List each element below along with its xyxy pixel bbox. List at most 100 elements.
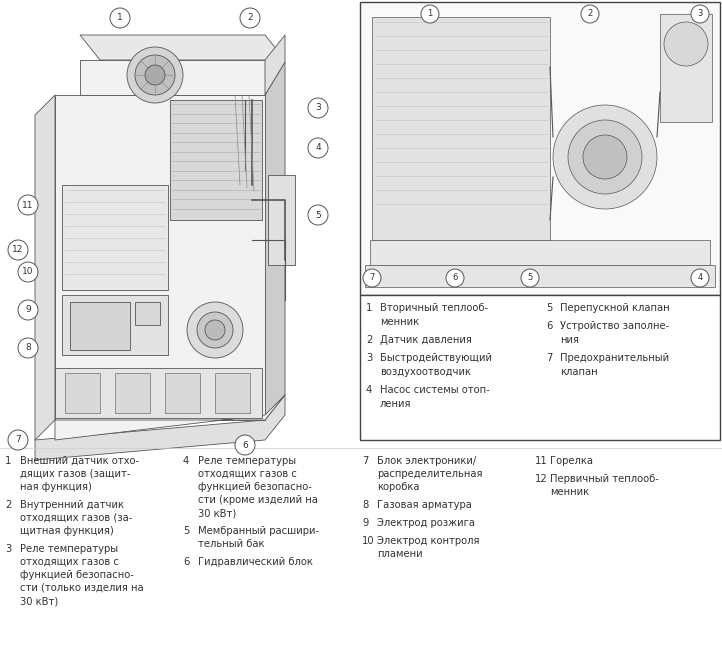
Circle shape xyxy=(583,135,627,179)
Text: 7: 7 xyxy=(15,436,21,444)
Text: 5: 5 xyxy=(315,211,321,219)
Circle shape xyxy=(127,47,183,103)
Text: Газовая арматура: Газовая арматура xyxy=(377,500,472,510)
Text: отходящих газов с: отходящих газов с xyxy=(198,469,297,479)
Text: менник: менник xyxy=(550,487,589,497)
Circle shape xyxy=(568,120,642,194)
Text: 9: 9 xyxy=(25,305,31,315)
Text: клапан: клапан xyxy=(560,367,598,377)
Circle shape xyxy=(553,105,657,209)
Polygon shape xyxy=(365,265,715,287)
Circle shape xyxy=(240,8,260,28)
Polygon shape xyxy=(70,302,130,350)
Text: 5: 5 xyxy=(546,303,552,313)
Text: ная функция): ная функция) xyxy=(20,482,92,492)
Circle shape xyxy=(145,65,165,85)
Circle shape xyxy=(363,269,381,287)
Circle shape xyxy=(8,430,28,450)
Text: 5: 5 xyxy=(527,273,533,283)
Circle shape xyxy=(18,338,38,358)
Text: 12: 12 xyxy=(12,245,24,255)
Text: 2: 2 xyxy=(588,9,593,19)
Text: 3: 3 xyxy=(315,103,321,113)
Text: тельный бак: тельный бак xyxy=(198,539,264,549)
Text: ния: ния xyxy=(560,335,579,345)
Circle shape xyxy=(8,240,28,260)
Text: менник: менник xyxy=(380,317,419,327)
Text: 6: 6 xyxy=(452,273,458,283)
Text: 3: 3 xyxy=(5,544,12,554)
Polygon shape xyxy=(265,62,285,420)
Circle shape xyxy=(308,98,328,118)
Circle shape xyxy=(421,5,439,23)
Text: 1: 1 xyxy=(427,9,432,19)
Circle shape xyxy=(18,300,38,320)
Text: распределительная: распределительная xyxy=(377,469,482,479)
Text: 1: 1 xyxy=(366,303,373,313)
Text: Предохранительный: Предохранительный xyxy=(560,353,669,363)
Circle shape xyxy=(308,205,328,225)
Text: 30 кВт): 30 кВт) xyxy=(20,596,58,606)
Text: 4: 4 xyxy=(183,456,189,466)
Polygon shape xyxy=(135,302,160,325)
Text: дящих газов (защит-: дящих газов (защит- xyxy=(20,469,131,479)
Polygon shape xyxy=(370,240,710,265)
Bar xyxy=(360,295,720,440)
Text: Датчик давления: Датчик давления xyxy=(380,335,472,345)
Text: 11: 11 xyxy=(22,201,34,209)
Text: Быстродействующий: Быстродействующий xyxy=(380,353,492,363)
Circle shape xyxy=(581,5,599,23)
Polygon shape xyxy=(62,185,168,290)
Circle shape xyxy=(664,22,708,66)
Text: 10: 10 xyxy=(22,267,34,277)
Text: Вторичный теплооб-: Вторичный теплооб- xyxy=(380,303,488,313)
Text: 1: 1 xyxy=(117,13,123,23)
Text: отходящих газов (за-: отходящих газов (за- xyxy=(20,513,132,523)
Circle shape xyxy=(691,269,709,287)
Text: 11: 11 xyxy=(535,456,548,466)
Polygon shape xyxy=(55,95,265,420)
Circle shape xyxy=(187,302,243,358)
Polygon shape xyxy=(35,395,285,460)
Circle shape xyxy=(521,269,539,287)
Polygon shape xyxy=(265,35,285,95)
Text: Горелка: Горелка xyxy=(550,456,593,466)
Text: 6: 6 xyxy=(242,440,248,450)
Text: 6: 6 xyxy=(546,321,552,331)
Text: сти (только изделия на: сти (только изделия на xyxy=(20,583,144,593)
Text: функцией безопасно-: функцией безопасно- xyxy=(20,570,134,580)
Text: Гидравлический блок: Гидравлический блок xyxy=(198,557,313,567)
Text: 30 кВт): 30 кВт) xyxy=(198,508,236,518)
Text: 2: 2 xyxy=(247,13,253,23)
Text: 9: 9 xyxy=(362,518,368,528)
Text: 3: 3 xyxy=(697,9,703,19)
Text: Внешний датчик отхо-: Внешний датчик отхо- xyxy=(20,456,139,466)
Text: 7: 7 xyxy=(362,456,368,466)
Text: 1: 1 xyxy=(5,456,12,466)
Polygon shape xyxy=(62,295,168,355)
Text: 8: 8 xyxy=(362,500,368,510)
Polygon shape xyxy=(80,60,265,95)
Bar xyxy=(360,2,720,295)
Text: Блок электроники/: Блок электроники/ xyxy=(377,456,477,466)
Polygon shape xyxy=(268,175,295,265)
Text: Электрод розжига: Электрод розжига xyxy=(377,518,475,528)
Text: 5: 5 xyxy=(183,526,189,536)
Text: 12: 12 xyxy=(535,474,548,484)
Text: Внутренний датчик: Внутренний датчик xyxy=(20,500,124,510)
Circle shape xyxy=(197,312,233,348)
Polygon shape xyxy=(35,95,55,440)
Circle shape xyxy=(110,8,130,28)
Circle shape xyxy=(18,262,38,282)
Text: 4: 4 xyxy=(316,143,321,153)
Text: функцией безопасно-: функцией безопасно- xyxy=(198,482,312,492)
Text: коробка: коробка xyxy=(377,482,419,492)
Text: 10: 10 xyxy=(362,536,375,546)
Polygon shape xyxy=(165,373,200,413)
Text: 4: 4 xyxy=(697,273,703,283)
Circle shape xyxy=(135,55,175,95)
Text: сти (кроме изделий на: сти (кроме изделий на xyxy=(198,495,318,505)
Text: 2: 2 xyxy=(5,500,12,510)
Circle shape xyxy=(205,320,225,340)
Text: Устройство заполне-: Устройство заполне- xyxy=(560,321,669,331)
